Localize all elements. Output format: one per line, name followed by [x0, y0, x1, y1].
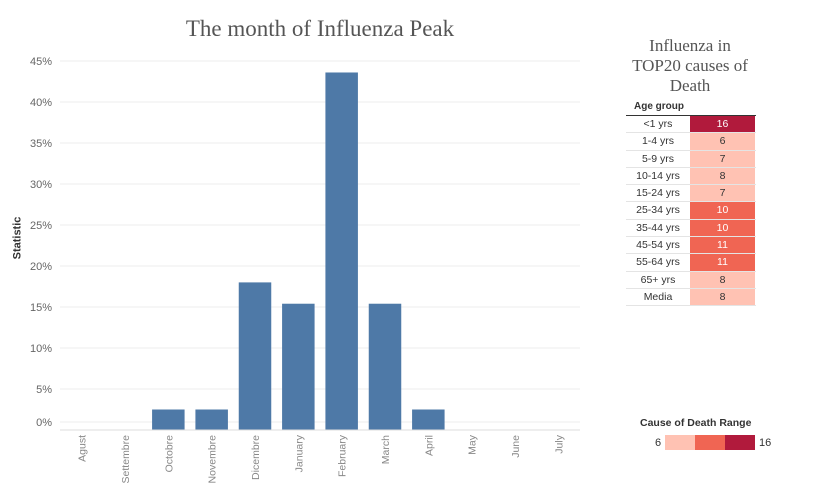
- y-tick-label: 45%: [30, 56, 52, 68]
- age-group-value: 10: [690, 219, 755, 237]
- chart-title: The month of Influenza Peak: [185, 16, 455, 41]
- table-row: 1-4 yrs 6: [626, 133, 756, 151]
- age-group-label: 5-9 yrs: [641, 152, 675, 165]
- legend-title: Cause of Death Range: [640, 417, 752, 429]
- age-group-value: 8: [690, 167, 755, 185]
- x-tick-label: Settembre: [120, 435, 132, 484]
- age-group-value: 6: [690, 133, 755, 150]
- y-tick-label: 10%: [30, 343, 52, 355]
- table-title-line-3: Death: [669, 76, 711, 95]
- x-tick-label: April: [423, 435, 435, 456]
- age-group-label: Media: [643, 290, 673, 303]
- age-group-label: 10-14 yrs: [636, 169, 680, 182]
- x-tick-label: July: [553, 434, 565, 453]
- legend-max: 16: [759, 437, 772, 449]
- age-group-label: 55-64 yrs: [636, 256, 680, 269]
- x-tick-label: Novembre: [207, 435, 219, 484]
- age-group-label: <1 yrs: [643, 118, 673, 130]
- age-group-label: 1-4 yrs: [641, 135, 675, 148]
- x-tick-label: March: [380, 435, 392, 464]
- bar: [152, 409, 185, 430]
- x-tick-label: Agust: [77, 435, 89, 462]
- age-group-value: 8: [690, 288, 755, 306]
- legend-color-segment: [725, 435, 755, 450]
- x-tick-label: February: [337, 434, 349, 477]
- age-group-value: 7: [690, 185, 755, 202]
- table-row: 10-14 yrs 8: [626, 167, 756, 186]
- age-group-label: 65+ yrs: [640, 273, 676, 286]
- age-group-label: 25-34 yrs: [636, 204, 680, 217]
- table-row: Media 8: [626, 288, 756, 307]
- legend-color-scale: [665, 435, 755, 450]
- y-tick-label: 35%: [30, 138, 52, 150]
- age-group-label: 45-54 yrs: [636, 239, 680, 252]
- table-title-line-2: TOP20 causes of: [632, 56, 748, 75]
- table-row: 5-9 yrs 7: [626, 150, 756, 168]
- age-group-value: 8: [690, 271, 755, 288]
- age-group-header: Age group: [634, 101, 684, 112]
- x-tick-label: June: [510, 435, 522, 458]
- table-row: 25-34 yrs 10: [626, 202, 756, 220]
- x-tick-label: Dicembre: [250, 435, 262, 480]
- bar: [282, 303, 315, 430]
- age-group-label: 35-44 yrs: [636, 221, 680, 234]
- age-group-value: 11: [690, 237, 755, 254]
- y-tick-label: 25%: [30, 220, 52, 232]
- y-tick-label: 30%: [30, 179, 52, 191]
- legend-color-segment: [665, 435, 695, 450]
- table-row: 35-44 yrs 10: [626, 219, 756, 238]
- table-row: 65+ yrs 8: [626, 271, 756, 289]
- bar: [195, 409, 228, 430]
- y-tick-label: 20%: [30, 261, 52, 273]
- table-row: 55-64 yrs 11: [626, 254, 756, 272]
- table-row: 45-54 yrs 11: [626, 237, 756, 255]
- y-axis-label: Statistic: [11, 216, 24, 260]
- y-tick-label: 5%: [36, 384, 52, 396]
- x-tick-label: Octobre: [163, 435, 175, 473]
- age-group-label: 15-24 yrs: [636, 187, 680, 200]
- age-group-value: 16: [690, 116, 755, 133]
- age-group-value: 7: [690, 150, 755, 167]
- age-group-table: <1 yrs 16 1-4 yrs 6 5-9 yrs 7 10-14 yrs 8 15-24 …: [626, 115, 756, 307]
- y-tick-label: 40%: [30, 97, 52, 109]
- y-tick-label: 15%: [30, 302, 52, 314]
- age-group-value: 11: [690, 254, 755, 271]
- x-tick-label: May: [467, 434, 479, 455]
- table-title-line-1: Influenza in: [649, 36, 731, 55]
- bar: [238, 282, 272, 430]
- table-row: 15-24 yrs 7: [626, 185, 756, 203]
- age-group-value: 10: [690, 202, 755, 219]
- table-row: <1 yrs 16: [626, 116, 756, 134]
- legend-min: 6: [655, 437, 662, 449]
- x-tick-label: January: [293, 434, 305, 472]
- table-title: Influenza in TOP20 causes of Death: [610, 36, 770, 96]
- y-tick-label: 0%: [36, 417, 52, 429]
- legend-color-segment: [695, 435, 725, 450]
- bar: [368, 303, 402, 430]
- bar: [325, 72, 358, 430]
- bar: [412, 409, 445, 430]
